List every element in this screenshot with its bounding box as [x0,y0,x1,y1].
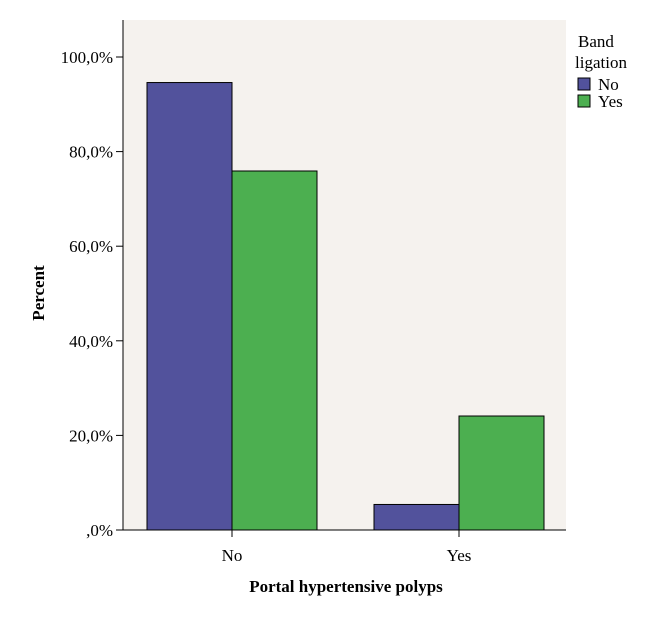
y-axis-title: Percent [29,265,48,321]
legend-label-no: No [598,75,619,94]
y-tick-label: 60,0% [69,237,113,256]
y-tick-label: 80,0% [69,143,113,162]
y-tick-label: 40,0% [69,332,113,351]
bar-yes-yes [458,415,545,531]
y-tick-label: 100,0% [61,48,113,67]
legend-swatch-no [577,77,591,91]
legend-title-line-2: ligation [575,53,627,72]
x-tick-label-no: No [222,546,243,565]
bar-yes-no [373,503,460,531]
legend-title-line-1: Band [578,32,614,51]
bar-no-no [146,82,233,531]
legend: Band ligation No Yes [575,32,627,111]
y-axis-ticks: ,0% 20,0% 40,0% 60,0% 80,0% 100,0% [61,48,123,540]
x-tick-label-yes: Yes [447,546,472,565]
x-axis-ticks: No Yes [222,530,472,565]
bars [146,82,545,531]
y-tick-label: 20,0% [69,426,113,445]
y-tick-label: ,0% [86,521,113,540]
legend-label-yes: Yes [598,92,623,111]
legend-swatch-yes [577,94,591,108]
x-axis-title: Portal hypertensive polyps [249,577,443,596]
bar-no-yes [231,170,318,531]
